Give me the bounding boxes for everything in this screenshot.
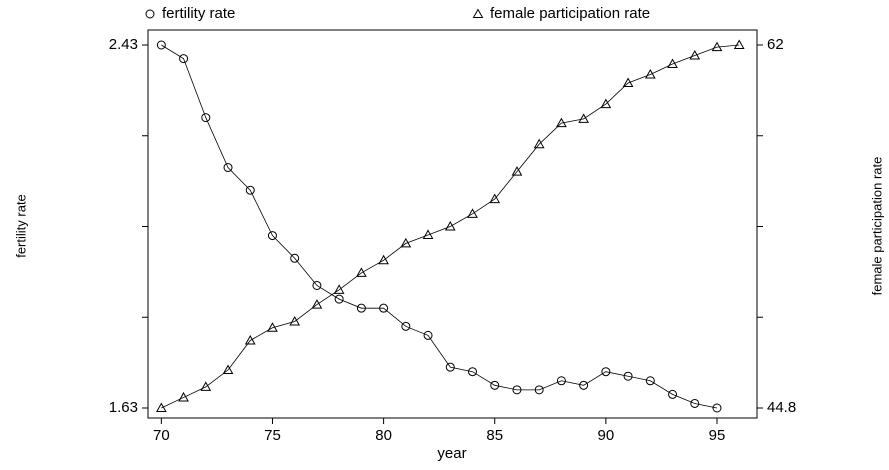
y2-tick-label: 44.8 — [767, 399, 796, 416]
marker — [622, 77, 634, 87]
x-tick-label: 70 — [153, 427, 170, 444]
y-tick-label: 2.43 — [109, 36, 138, 53]
marker — [200, 381, 212, 391]
marker — [445, 362, 455, 372]
marker — [267, 231, 277, 241]
marker — [690, 398, 700, 408]
marker — [155, 402, 167, 412]
marker — [379, 303, 389, 313]
marker — [556, 376, 566, 386]
marker — [468, 367, 478, 377]
marker — [222, 364, 234, 375]
marker — [467, 208, 478, 218]
marker — [311, 299, 323, 309]
y2-axis-label: female participation rate — [869, 157, 884, 296]
marker — [644, 69, 656, 79]
marker — [511, 166, 523, 176]
series-line — [161, 44, 718, 409]
marker — [668, 389, 678, 399]
marker — [490, 380, 500, 390]
marker — [579, 380, 589, 390]
legend-marker — [472, 8, 484, 18]
series-line — [161, 44, 740, 409]
marker — [333, 284, 345, 294]
legend-marker — [145, 9, 155, 19]
marker — [401, 321, 411, 331]
marker — [444, 220, 456, 231]
x-tick-label: 80 — [375, 427, 392, 444]
marker — [512, 385, 522, 395]
marker — [601, 367, 611, 377]
marker — [534, 385, 544, 395]
marker — [712, 403, 722, 413]
x-axis-label: year — [437, 445, 466, 462]
marker — [600, 98, 612, 109]
marker — [289, 315, 301, 326]
x-tick-label: 90 — [598, 427, 615, 444]
legend-label: female participation rate — [490, 5, 650, 22]
marker — [179, 54, 189, 64]
marker — [667, 58, 678, 68]
marker — [400, 237, 412, 248]
marker — [489, 193, 501, 204]
marker — [312, 280, 322, 290]
x-tick-label: 95 — [709, 427, 726, 444]
marker — [645, 376, 655, 386]
marker — [733, 39, 745, 49]
marker — [423, 330, 433, 340]
y2-tick-label: 62 — [767, 36, 784, 53]
marker — [178, 391, 189, 402]
marker — [689, 50, 701, 60]
marker — [156, 40, 166, 50]
x-tick-label: 85 — [486, 427, 503, 444]
marker — [711, 41, 723, 52]
marker — [533, 138, 545, 149]
marker — [267, 322, 278, 332]
marker — [356, 267, 367, 277]
marker — [201, 113, 211, 123]
marker — [556, 117, 567, 128]
marker — [245, 185, 255, 195]
marker — [623, 371, 633, 381]
marker — [334, 294, 344, 304]
marker — [244, 334, 256, 345]
legend-label: fertility rate — [162, 5, 235, 22]
marker — [290, 253, 300, 263]
marker — [223, 163, 233, 173]
marker — [422, 229, 434, 239]
marker — [578, 113, 589, 123]
y-tick-label: 1.63 — [109, 399, 138, 416]
marker — [356, 303, 366, 313]
plot-frame — [147, 29, 758, 419]
y-axis-label: fertility rate — [13, 194, 28, 258]
marker — [378, 254, 389, 265]
x-tick-label: 75 — [264, 427, 281, 444]
